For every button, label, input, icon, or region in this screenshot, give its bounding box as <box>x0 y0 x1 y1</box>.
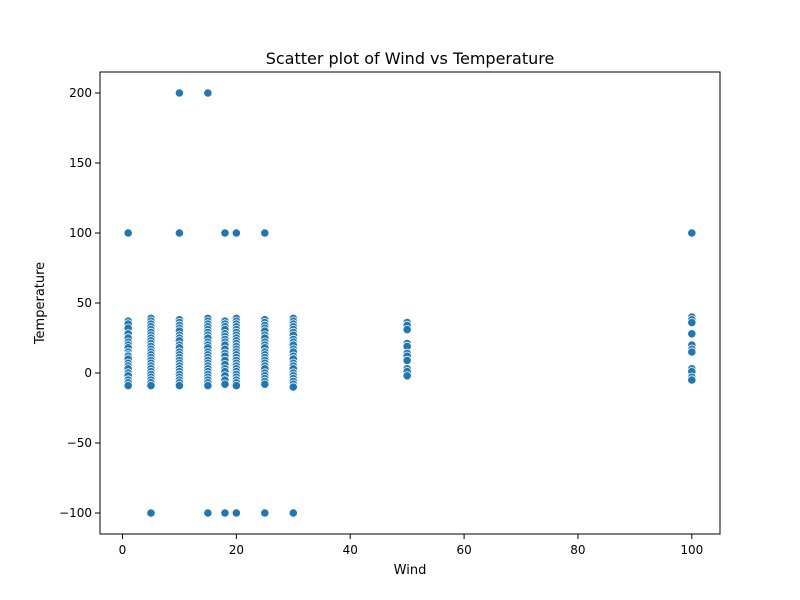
data-point <box>402 355 412 365</box>
y-tick-label: 100 <box>69 226 92 240</box>
y-tick-label: −100 <box>59 506 92 520</box>
y-axis-label: Temperature <box>33 262 48 345</box>
data-point <box>260 228 270 238</box>
data-point <box>260 508 270 518</box>
data-point <box>220 379 230 389</box>
y-axis: −100 −50 0 50 100 150 200 <box>59 86 100 520</box>
x-tick-label: 0 <box>119 543 127 557</box>
data-point <box>687 317 697 328</box>
plot-frame <box>99 71 721 535</box>
data-point <box>123 380 133 391</box>
x-tick-label: 20 <box>229 543 244 557</box>
y-tick-label: −50 <box>67 436 92 450</box>
data-point <box>146 380 156 391</box>
data-point <box>687 329 697 339</box>
data-point <box>203 380 213 391</box>
x-axis: 0 20 40 60 80 100 <box>119 534 703 557</box>
data-point <box>402 371 412 381</box>
data-point <box>203 508 213 518</box>
data-point <box>231 380 241 391</box>
data-point <box>220 228 230 238</box>
data-point <box>231 228 241 238</box>
y-tick-label: 150 <box>69 156 92 170</box>
data-point <box>174 228 185 238</box>
x-tick-label: 100 <box>680 543 703 557</box>
x-axis-label: Wind <box>394 563 427 578</box>
data-point <box>260 379 270 389</box>
data-point <box>174 88 185 98</box>
data-point <box>288 508 298 518</box>
y-tick-label: 200 <box>69 86 92 100</box>
data-point <box>687 375 697 385</box>
data-point <box>174 380 185 391</box>
data-point <box>220 508 230 518</box>
data-point <box>687 347 697 357</box>
x-tick-label: 60 <box>456 543 471 557</box>
points-layer <box>123 88 697 518</box>
data-point <box>288 382 298 392</box>
y-tick-label: 50 <box>77 296 92 310</box>
chart-title: Scatter plot of Wind vs Temperature <box>266 49 555 68</box>
data-point <box>123 228 133 238</box>
y-tick-label: 0 <box>84 366 92 380</box>
data-point <box>687 228 697 238</box>
x-tick-label: 80 <box>570 543 585 557</box>
data-point <box>146 508 156 518</box>
data-point <box>231 508 241 518</box>
x-tick-label: 40 <box>343 543 358 557</box>
data-point <box>203 88 213 98</box>
data-point <box>402 324 412 335</box>
